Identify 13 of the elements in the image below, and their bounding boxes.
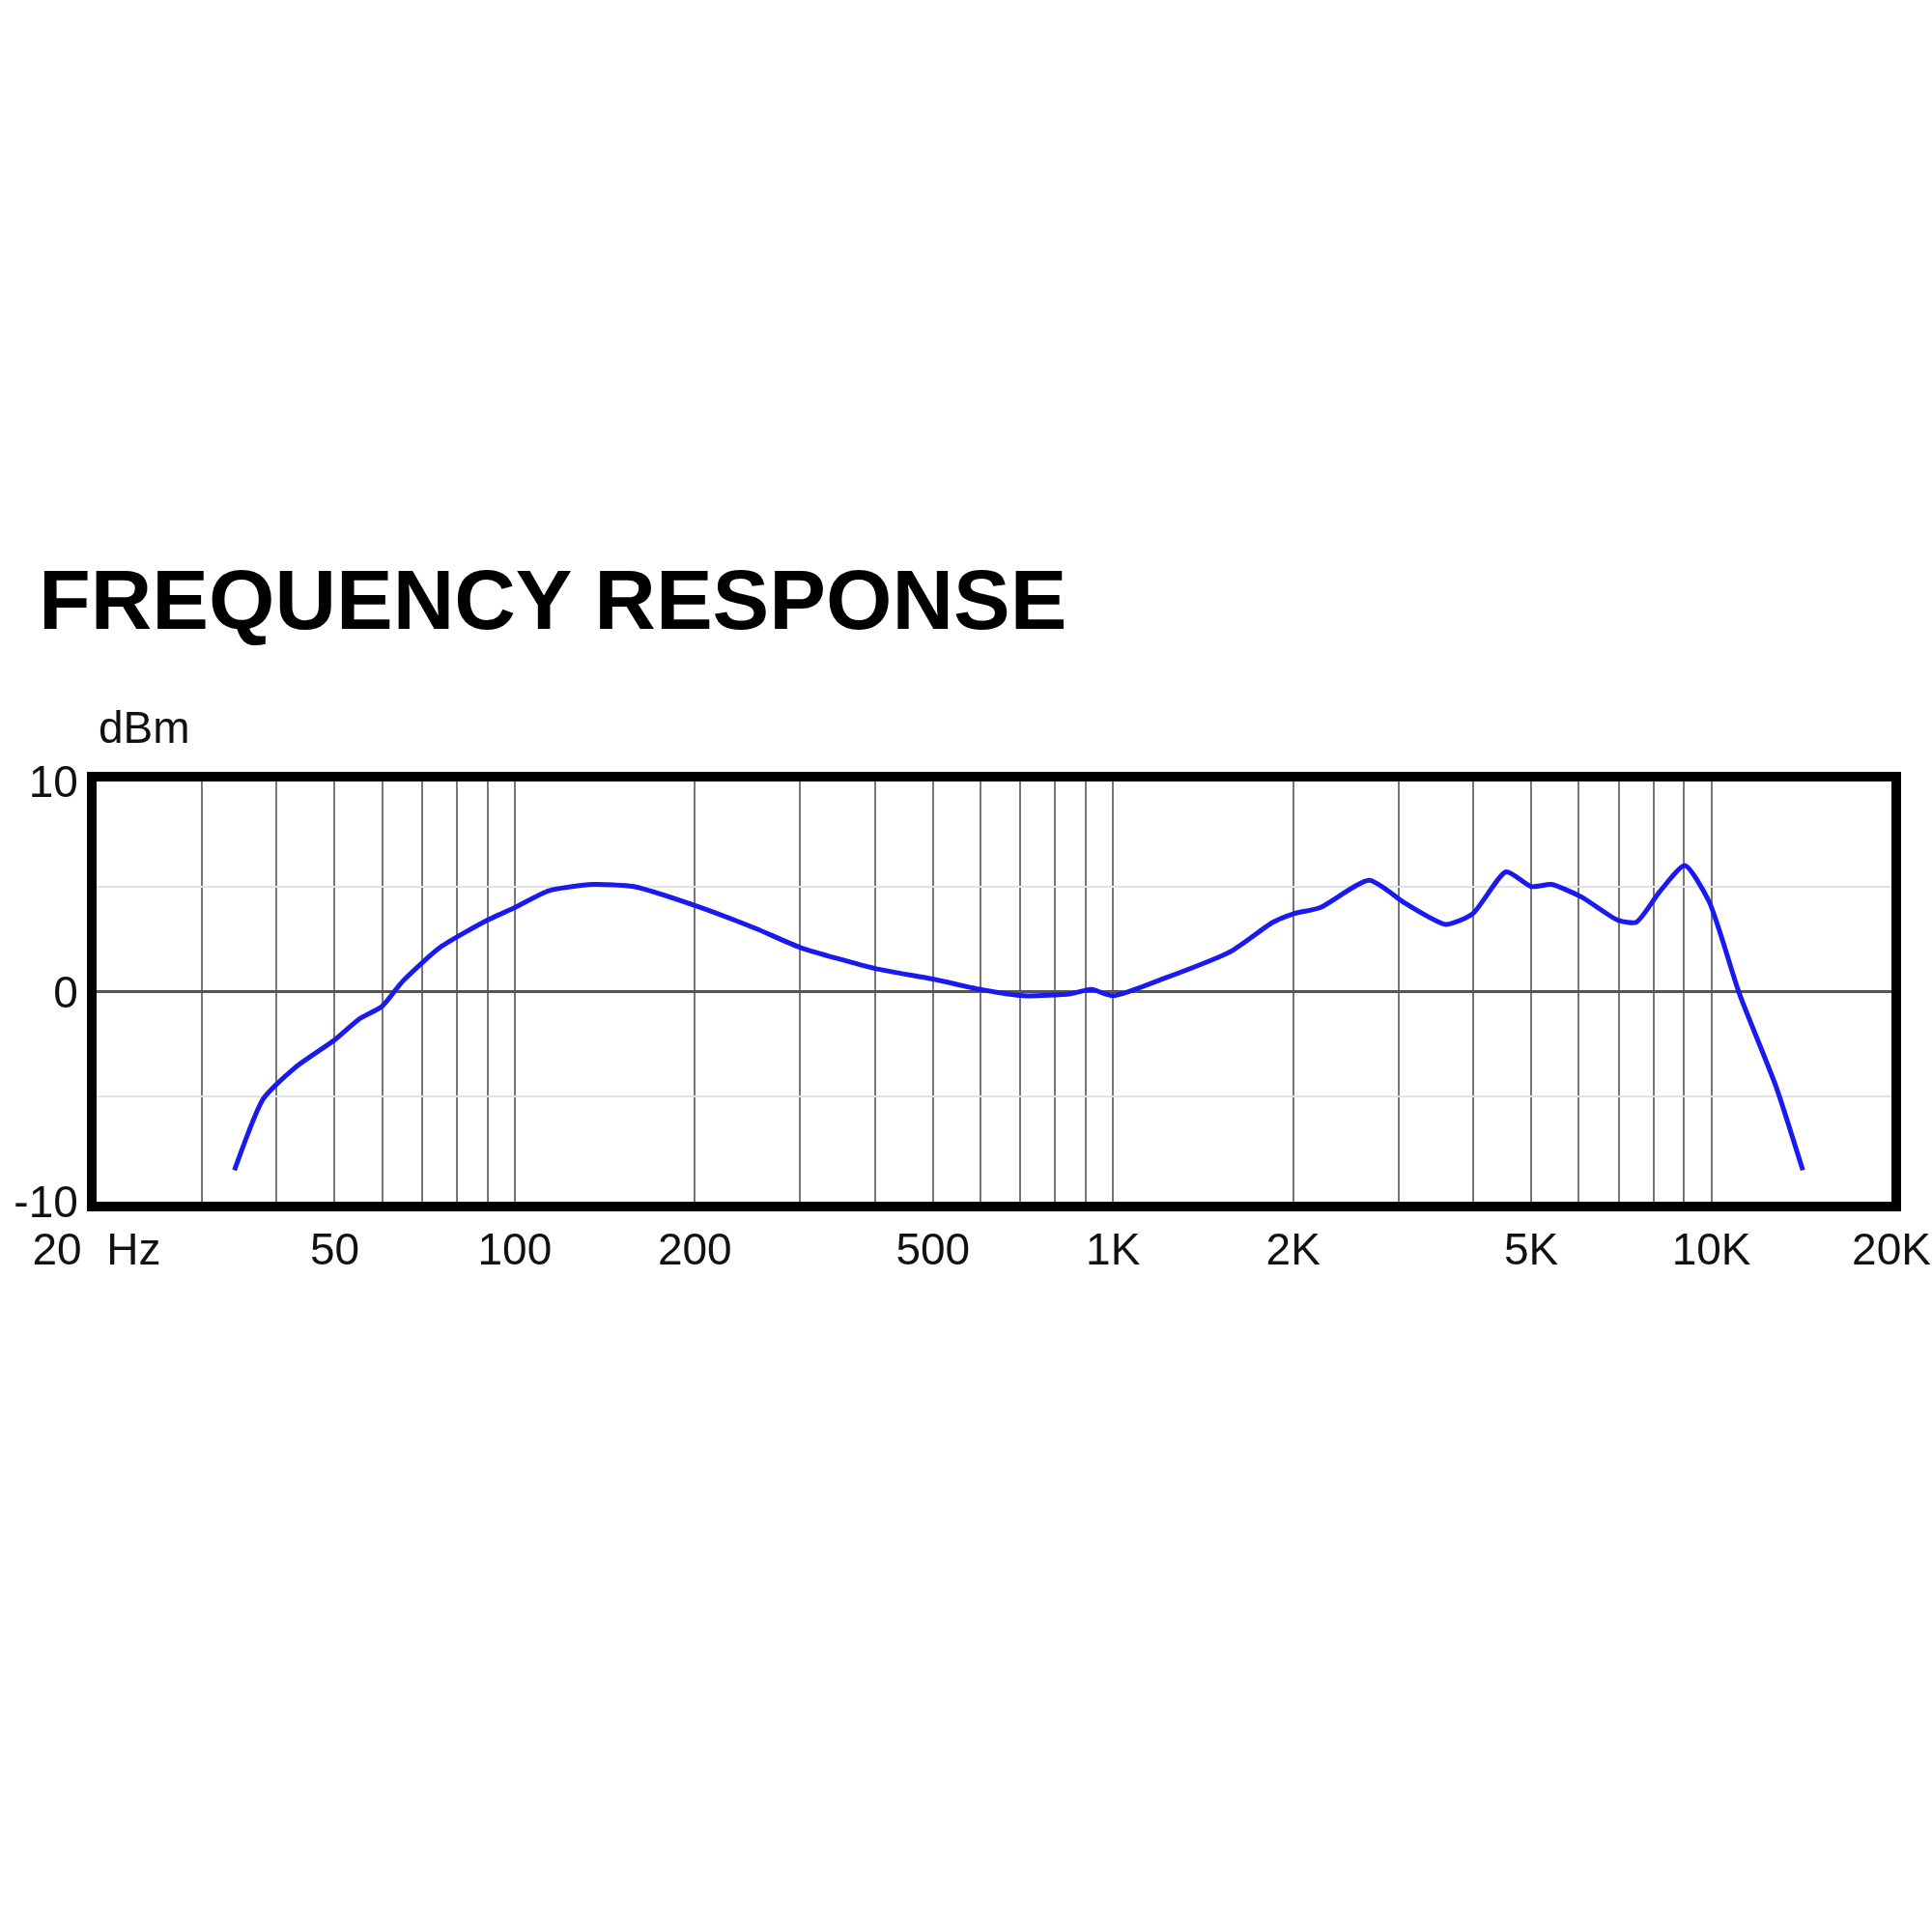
x-tick-label: 50 — [309, 1224, 360, 1275]
y-axis-title: dBm — [99, 702, 190, 753]
x-tick-label: 1K — [1086, 1224, 1141, 1275]
x-tick-label: 200 — [657, 1224, 732, 1275]
y-tick-label: 10 — [28, 756, 78, 808]
y-tick-label: 0 — [53, 966, 78, 1017]
x-tick-label: 100 — [477, 1224, 553, 1275]
x-tick-label: 20K — [1852, 1224, 1932, 1275]
x-tick-label: 500 — [895, 1224, 971, 1275]
x-tick-label: 5K — [1503, 1224, 1559, 1275]
x-tick-label: 10K — [1671, 1224, 1751, 1275]
chart-title: FREQUENCY RESPONSE — [39, 551, 1067, 647]
x-tick-label: 2K — [1265, 1224, 1321, 1275]
